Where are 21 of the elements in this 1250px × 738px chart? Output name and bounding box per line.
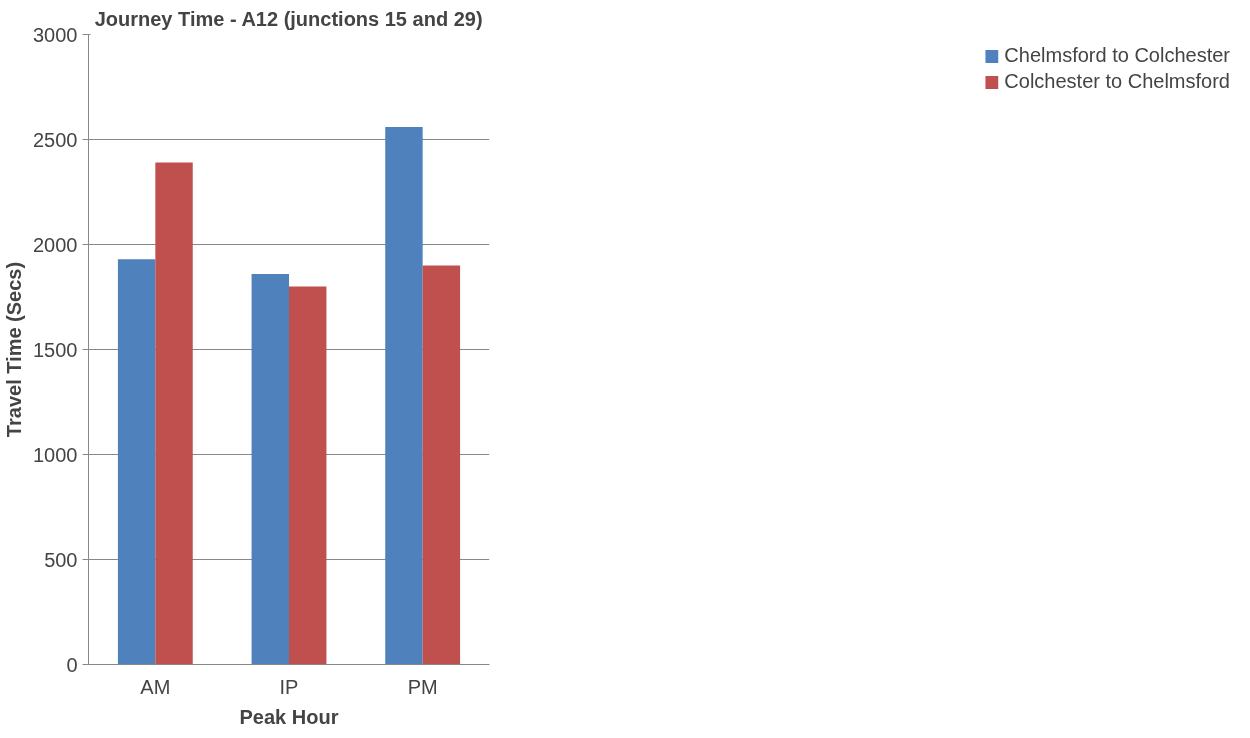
chart-title: Journey Time - A12 (junctions 15 and 29) (94, 7, 483, 30)
y-tick-label: 0 (66, 653, 78, 676)
y-tick-label: 3000 (33, 23, 78, 46)
bar (117, 259, 156, 665)
x-tick-label: AM (140, 675, 171, 698)
y-tick-label: 1500 (33, 338, 78, 361)
bar (422, 265, 461, 665)
bar (289, 286, 327, 665)
bar (155, 162, 193, 665)
y-tick-label: 2000 (33, 233, 78, 256)
legend-label: Chelmsford to Colchester (1004, 44, 1230, 67)
y-tick-label: 500 (44, 548, 78, 571)
x-tick-label: PM (407, 675, 438, 698)
y-tick-label: 1000 (33, 443, 78, 466)
legend-label: Colchester to Chelmsford (1004, 70, 1230, 93)
y-axis-title: Travel Time (Secs) (3, 261, 26, 438)
bar (251, 273, 289, 665)
y-tick-label: 2500 (33, 128, 78, 151)
bar (385, 126, 423, 665)
x-axis-title: Peak Hour (239, 705, 339, 728)
x-tick-label: IP (279, 675, 299, 698)
